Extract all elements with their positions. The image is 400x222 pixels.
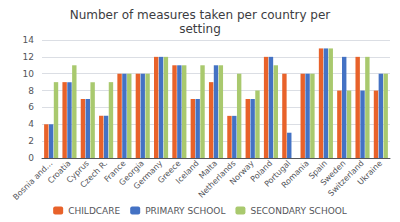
svg-text:Sweden: Sweden	[318, 158, 348, 188]
svg-text:Switzerland: Switzerland	[326, 158, 366, 199]
svg-text:Cyprus: Cyprus	[64, 158, 91, 185]
svg-text:Georgia: Georgia	[117, 158, 146, 188]
svg-text:Number of measures taken per c: Number of measures taken per country per	[70, 8, 331, 22]
svg-text:France: France	[102, 158, 128, 184]
svg-text:CHILDCARE: CHILDCARE	[68, 206, 120, 216]
svg-text:Malta: Malta	[197, 158, 220, 181]
svg-text:6: 6	[28, 102, 34, 112]
svg-text:Portugal: Portugal	[262, 158, 293, 189]
svg-text:Czech R.: Czech R.	[78, 158, 110, 190]
svg-text:2: 2	[28, 136, 34, 146]
svg-text:10: 10	[23, 69, 35, 79]
svg-text:4: 4	[28, 119, 34, 129]
svg-text:Germany: Germany	[131, 158, 165, 192]
svg-text:Iceland: Iceland	[174, 159, 201, 186]
svg-text:8: 8	[28, 86, 34, 96]
svg-text:14: 14	[23, 35, 35, 45]
svg-text:Romania: Romania	[279, 158, 311, 190]
svg-text:Netherlands: Netherlands	[196, 158, 238, 200]
svg-text:Croatia: Croatia	[46, 158, 73, 186]
svg-text:Spain: Spain	[306, 158, 330, 181]
svg-text:PRIMARY SCHOOL: PRIMARY SCHOOL	[145, 206, 225, 216]
svg-text:Bosnia and...: Bosnia and...	[11, 158, 55, 202]
svg-text:setting: setting	[179, 22, 221, 36]
svg-text:0: 0	[28, 153, 34, 163]
svg-text:SECONDARY SCHOOL: SECONDARY SCHOOL	[250, 206, 346, 216]
svg-text:12: 12	[23, 52, 34, 62]
svg-text:Ukraine: Ukraine	[356, 159, 384, 187]
svg-text:Norway: Norway	[228, 159, 256, 187]
svg-text:Greece: Greece	[156, 158, 183, 186]
svg-text:Poland: Poland	[248, 158, 275, 184]
